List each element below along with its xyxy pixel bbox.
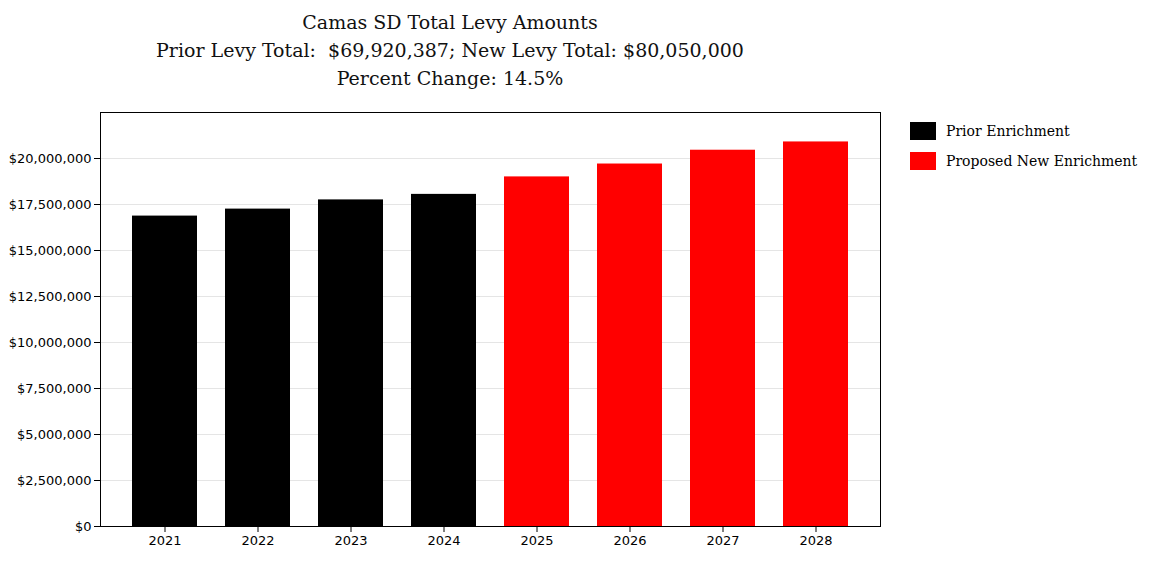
svg-text:2024: 2024 (427, 533, 460, 548)
svg-text:2022: 2022 (241, 533, 274, 548)
svg-text:$20,000,000: $20,000,000 (9, 151, 92, 166)
svg-text:$5,000,000: $5,000,000 (17, 427, 91, 442)
svg-text:2025: 2025 (520, 533, 553, 548)
svg-text:$10,000,000: $10,000,000 (9, 335, 92, 350)
svg-text:$15,000,000: $15,000,000 (9, 243, 92, 258)
svg-text:$2,500,000: $2,500,000 (17, 473, 91, 488)
svg-text:2021: 2021 (148, 533, 181, 548)
html-text:Percent Change: 14.5%: Percent Change: 14.5% (336, 67, 564, 89)
svg-text:$0: $0 (75, 519, 92, 534)
svg-text:$17,500,000: $17,500,000 (9, 197, 92, 212)
svg-text:2028: 2028 (799, 533, 832, 548)
svg-text:$12,500,000: $12,500,000 (9, 289, 92, 304)
svg-text:2023: 2023 (334, 533, 367, 548)
svg-text:2026: 2026 (613, 533, 646, 548)
html-text:Prior Enrichment: Prior Enrichment (946, 123, 1070, 139)
html-text:Prior Levy Total: $69,920,387;: Prior Levy Total: $69,920,387; New Levy … (156, 39, 744, 61)
html-text:Proposed New Enrichment: Proposed New Enrichment (946, 153, 1138, 169)
svg-text:$7,500,000: $7,500,000 (17, 381, 91, 396)
svg-text:2027: 2027 (706, 533, 739, 548)
html-text:Camas SD Total Levy Amounts: Camas SD Total Levy Amounts (302, 11, 598, 33)
